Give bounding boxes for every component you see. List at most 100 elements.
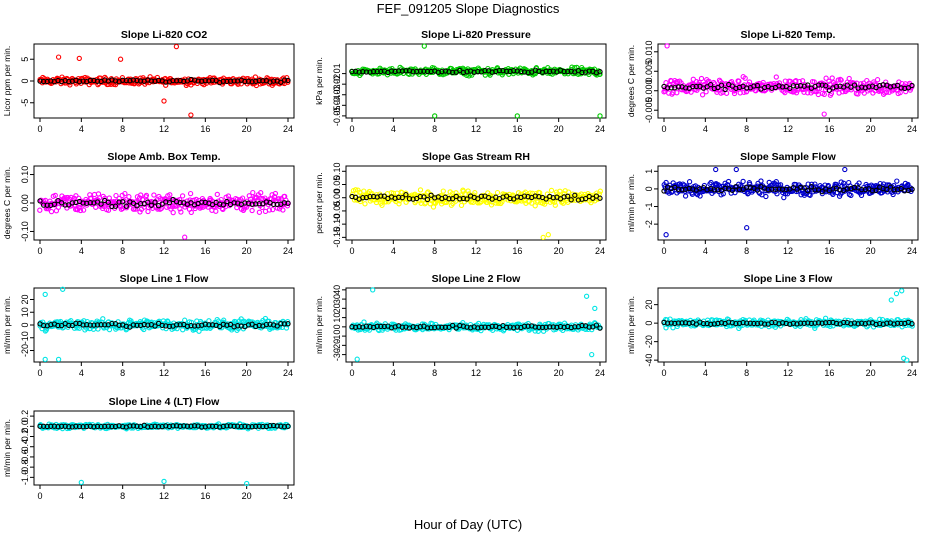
data-point (499, 199, 505, 205)
data-point (362, 201, 368, 207)
reference-point (224, 198, 230, 205)
x-tick-label: 20 (242, 124, 252, 134)
reference-point (378, 323, 384, 330)
y-tick-label: -1 (644, 203, 654, 211)
reference-point (120, 423, 126, 430)
y-tick-label: 0.005 (644, 60, 654, 83)
reference-point (672, 320, 678, 327)
reference-point (446, 196, 452, 202)
reference-point (869, 188, 876, 194)
reference-point (267, 423, 273, 429)
y-tick-label: 0.05 (332, 176, 342, 194)
reference-point (403, 192, 409, 198)
reference-point (191, 423, 198, 429)
plot-frame (345, 43, 607, 119)
reference-point (206, 423, 212, 429)
y-tick-label: -10 (20, 331, 30, 344)
reference-point (227, 78, 234, 84)
data-point (905, 181, 911, 188)
reference-point (819, 188, 825, 195)
reference-point (378, 68, 384, 75)
data-point (841, 180, 847, 186)
y-tick-label: -0.05 (332, 106, 342, 127)
outlier-point (354, 356, 360, 362)
y-tick-label: 0.2 (20, 410, 30, 423)
reference-point (543, 196, 549, 202)
reference-point (898, 85, 904, 91)
data-point (883, 89, 890, 95)
data-point (256, 209, 263, 215)
y-tick-label: -0.10 (20, 221, 30, 242)
reference-point (235, 323, 241, 329)
reference-point (274, 423, 280, 429)
reference-point (421, 68, 427, 74)
reference-point (360, 69, 366, 75)
x-tick-label: 4 (391, 124, 396, 134)
outlier-point (188, 112, 194, 118)
outlier-point (55, 54, 62, 60)
reference-point (62, 423, 68, 429)
reference-point (184, 423, 191, 429)
y-tick-label: 0.10 (332, 163, 342, 181)
data-point (774, 191, 780, 197)
reference-point (453, 325, 459, 331)
reference-point (209, 322, 216, 328)
reference-point (859, 186, 865, 193)
data-point (113, 192, 119, 199)
reference-point (170, 423, 176, 429)
data-point (179, 193, 186, 199)
reference-point (249, 424, 255, 430)
data-point (171, 202, 177, 208)
data-point (753, 88, 759, 94)
reference-point (80, 78, 86, 84)
panel-title: Slope Line 1 Flow (120, 273, 210, 285)
data-point (793, 90, 800, 96)
x-tick-label: 12 (471, 246, 481, 256)
reference-point (414, 68, 420, 75)
reference-point (191, 323, 198, 329)
outlier-point (899, 288, 905, 294)
reference-point (808, 184, 815, 190)
data-point (894, 178, 900, 184)
panel-title: Slope Li-820 CO2 (121, 29, 208, 41)
x-tick-label: 0 (37, 246, 42, 256)
y-tick-label: -0.10 (332, 214, 342, 235)
reference-point (884, 186, 890, 193)
reference-point (439, 324, 445, 330)
reference-point (801, 320, 807, 326)
reference-point (579, 322, 585, 329)
reference-point (242, 78, 248, 85)
x-tick-label: 16 (824, 124, 834, 134)
outlier-point (597, 113, 603, 119)
y-tick-label: 30 (332, 294, 342, 304)
y-tick-label: -10 (332, 330, 342, 343)
reference-point (568, 197, 574, 203)
data-point (396, 201, 402, 207)
reference-point (177, 322, 183, 328)
data-point (68, 318, 74, 324)
reference-point (367, 193, 373, 200)
data-point (417, 187, 424, 193)
reference-point (565, 193, 571, 199)
data-point (525, 320, 531, 327)
panel-4: Slope Amb. Box Temp. 0 4 8 12 16 20 24 -0.10 0.00… (2, 151, 295, 256)
data-point (557, 188, 563, 194)
reference-point (177, 199, 183, 206)
reference-point (40, 78, 47, 85)
data-point (80, 207, 87, 213)
reference-point (421, 194, 427, 200)
outlier-point (583, 293, 590, 299)
y-tick-label: 40 (332, 285, 342, 295)
reference-point (80, 424, 86, 430)
reference-point (98, 423, 104, 430)
outlier-point (540, 234, 546, 241)
reference-point (507, 195, 513, 202)
reference-point (754, 320, 761, 327)
reference-point (370, 68, 377, 75)
reference-point (805, 82, 811, 88)
reference-point (220, 423, 226, 430)
data-point (846, 75, 852, 82)
reference-point (536, 324, 542, 330)
data-point (178, 209, 184, 215)
